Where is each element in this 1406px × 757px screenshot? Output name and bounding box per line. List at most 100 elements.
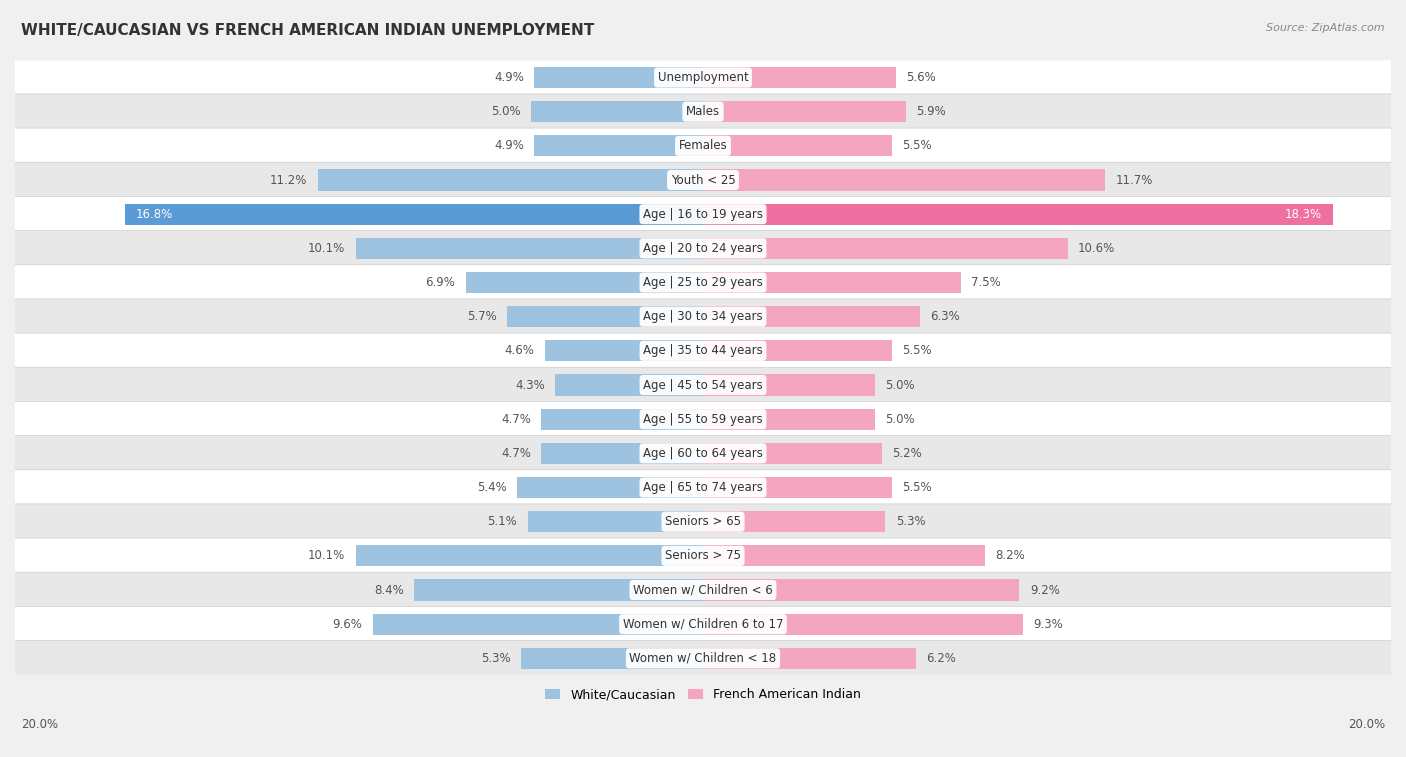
Legend: White/Caucasian, French American Indian: White/Caucasian, French American Indian bbox=[540, 683, 866, 706]
Text: 7.5%: 7.5% bbox=[972, 276, 1001, 289]
Bar bbox=[703, 340, 893, 361]
Text: 5.5%: 5.5% bbox=[903, 344, 932, 357]
Text: Women w/ Children < 18: Women w/ Children < 18 bbox=[630, 652, 776, 665]
Text: 16.8%: 16.8% bbox=[135, 207, 173, 221]
Bar bbox=[508, 306, 703, 327]
Text: 6.2%: 6.2% bbox=[927, 652, 956, 665]
Text: 4.7%: 4.7% bbox=[501, 447, 531, 459]
Text: 4.9%: 4.9% bbox=[495, 139, 524, 152]
FancyBboxPatch shape bbox=[14, 538, 1392, 574]
Text: 4.6%: 4.6% bbox=[505, 344, 534, 357]
FancyBboxPatch shape bbox=[14, 94, 1392, 129]
Bar bbox=[703, 443, 882, 464]
Bar bbox=[544, 340, 703, 361]
Bar bbox=[703, 545, 986, 566]
Text: 9.3%: 9.3% bbox=[1033, 618, 1063, 631]
Text: Age | 30 to 34 years: Age | 30 to 34 years bbox=[643, 310, 763, 323]
Text: Males: Males bbox=[686, 105, 720, 118]
Bar bbox=[703, 67, 896, 88]
Text: Seniors > 65: Seniors > 65 bbox=[665, 516, 741, 528]
Text: 5.2%: 5.2% bbox=[893, 447, 922, 459]
Text: 10.6%: 10.6% bbox=[1078, 241, 1115, 255]
Text: Age | 65 to 74 years: Age | 65 to 74 years bbox=[643, 481, 763, 494]
Text: 5.6%: 5.6% bbox=[905, 71, 936, 84]
Text: Females: Females bbox=[679, 139, 727, 152]
FancyBboxPatch shape bbox=[14, 196, 1392, 232]
Bar bbox=[555, 375, 703, 396]
FancyBboxPatch shape bbox=[14, 470, 1392, 505]
Text: 5.0%: 5.0% bbox=[886, 378, 915, 391]
Bar bbox=[517, 477, 703, 498]
Text: 5.0%: 5.0% bbox=[491, 105, 520, 118]
Text: Age | 60 to 64 years: Age | 60 to 64 years bbox=[643, 447, 763, 459]
Text: 11.7%: 11.7% bbox=[1116, 173, 1153, 186]
Text: Age | 35 to 44 years: Age | 35 to 44 years bbox=[643, 344, 763, 357]
Bar bbox=[413, 579, 703, 600]
FancyBboxPatch shape bbox=[14, 299, 1392, 335]
Text: 20.0%: 20.0% bbox=[21, 718, 58, 731]
Text: WHITE/CAUCASIAN VS FRENCH AMERICAN INDIAN UNEMPLOYMENT: WHITE/CAUCASIAN VS FRENCH AMERICAN INDIA… bbox=[21, 23, 595, 38]
Text: Source: ZipAtlas.com: Source: ZipAtlas.com bbox=[1267, 23, 1385, 33]
Text: Age | 45 to 54 years: Age | 45 to 54 years bbox=[643, 378, 763, 391]
Bar bbox=[703, 477, 893, 498]
FancyBboxPatch shape bbox=[14, 640, 1392, 676]
FancyBboxPatch shape bbox=[14, 128, 1392, 164]
Text: 5.3%: 5.3% bbox=[481, 652, 510, 665]
Bar bbox=[703, 272, 960, 293]
FancyBboxPatch shape bbox=[14, 60, 1392, 95]
Text: Women w/ Children < 6: Women w/ Children < 6 bbox=[633, 584, 773, 597]
FancyBboxPatch shape bbox=[14, 333, 1392, 369]
Text: 5.9%: 5.9% bbox=[917, 105, 946, 118]
Bar bbox=[703, 170, 1105, 191]
Bar bbox=[373, 614, 703, 635]
Text: 11.2%: 11.2% bbox=[270, 173, 308, 186]
Text: 5.0%: 5.0% bbox=[886, 413, 915, 425]
Bar bbox=[703, 136, 893, 157]
Bar bbox=[703, 648, 917, 669]
Text: 18.3%: 18.3% bbox=[1285, 207, 1322, 221]
Text: Seniors > 75: Seniors > 75 bbox=[665, 550, 741, 562]
FancyBboxPatch shape bbox=[14, 367, 1392, 403]
FancyBboxPatch shape bbox=[14, 435, 1392, 471]
Text: 5.5%: 5.5% bbox=[903, 139, 932, 152]
Text: 5.7%: 5.7% bbox=[467, 310, 496, 323]
Text: 9.2%: 9.2% bbox=[1029, 584, 1060, 597]
Text: 8.4%: 8.4% bbox=[374, 584, 404, 597]
Text: Women w/ Children 6 to 17: Women w/ Children 6 to 17 bbox=[623, 618, 783, 631]
Bar bbox=[534, 136, 703, 157]
Text: 9.6%: 9.6% bbox=[333, 618, 363, 631]
Bar bbox=[465, 272, 703, 293]
Text: 20.0%: 20.0% bbox=[1348, 718, 1385, 731]
Text: 10.1%: 10.1% bbox=[308, 550, 346, 562]
Text: Age | 16 to 19 years: Age | 16 to 19 years bbox=[643, 207, 763, 221]
FancyBboxPatch shape bbox=[14, 401, 1392, 437]
Text: 5.5%: 5.5% bbox=[903, 481, 932, 494]
Bar bbox=[703, 409, 875, 430]
Text: 5.4%: 5.4% bbox=[477, 481, 508, 494]
Bar bbox=[534, 67, 703, 88]
FancyBboxPatch shape bbox=[14, 572, 1392, 608]
Text: 6.9%: 6.9% bbox=[426, 276, 456, 289]
Text: 4.7%: 4.7% bbox=[501, 413, 531, 425]
Bar bbox=[125, 204, 703, 225]
Bar bbox=[703, 204, 1333, 225]
Text: Age | 55 to 59 years: Age | 55 to 59 years bbox=[643, 413, 763, 425]
Text: Youth < 25: Youth < 25 bbox=[671, 173, 735, 186]
Bar bbox=[527, 511, 703, 532]
Bar bbox=[318, 170, 703, 191]
Bar bbox=[703, 101, 905, 123]
Bar bbox=[520, 648, 703, 669]
Bar bbox=[356, 545, 703, 566]
FancyBboxPatch shape bbox=[14, 265, 1392, 301]
FancyBboxPatch shape bbox=[14, 231, 1392, 266]
FancyBboxPatch shape bbox=[14, 162, 1392, 198]
Text: 6.3%: 6.3% bbox=[929, 310, 960, 323]
Bar bbox=[703, 375, 875, 396]
Text: Age | 25 to 29 years: Age | 25 to 29 years bbox=[643, 276, 763, 289]
Bar bbox=[531, 101, 703, 123]
Text: 5.1%: 5.1% bbox=[488, 516, 517, 528]
Bar bbox=[541, 409, 703, 430]
FancyBboxPatch shape bbox=[14, 606, 1392, 642]
Bar bbox=[703, 579, 1019, 600]
Bar bbox=[703, 306, 920, 327]
